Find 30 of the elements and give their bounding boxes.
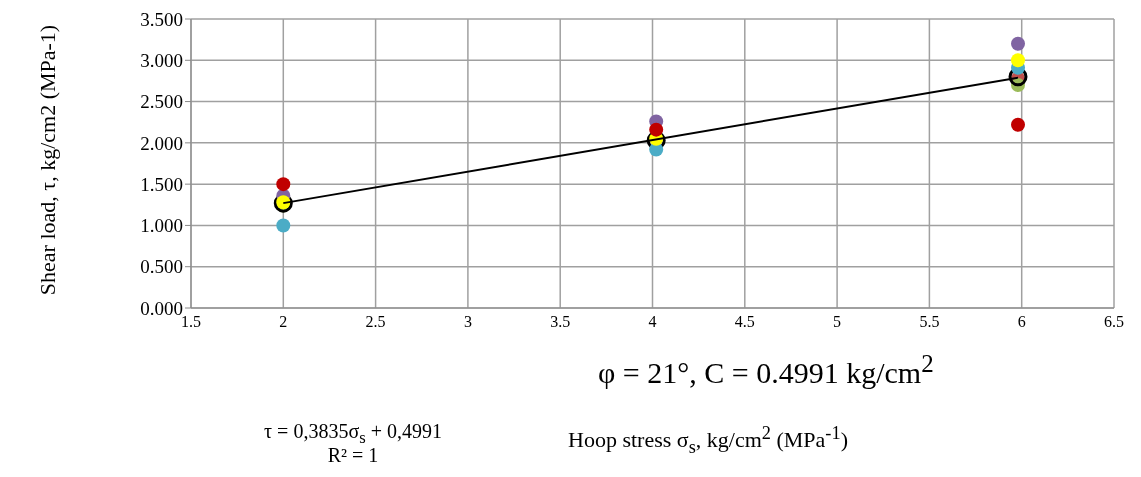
x-tick-label: 1.5 — [181, 313, 201, 331]
point — [649, 122, 664, 137]
text: φ = 21°, C = 0.4991 kg/cm$^{2}$ — [598, 350, 934, 390]
x-tick-label: 4 — [648, 313, 657, 331]
x-tick-label: 5.5 — [919, 313, 940, 331]
y-tick-label: 1.500 — [140, 173, 183, 195]
x-tick-label: 3 — [463, 313, 472, 331]
y-tick-label: 3.500 — [140, 8, 183, 30]
y-tick-label: 2.000 — [140, 132, 183, 154]
y-tick-label: 0.500 — [140, 256, 183, 278]
x-tick-label: 2.5 — [365, 313, 386, 331]
text: τ = 0,3835σ$_{s}$ + 0,4991 — [264, 420, 442, 447]
y-axis-title: Shear load, τ, kg/cm2 (MPa-1) — [35, 23, 60, 298]
x-tick-label: 3.5 — [550, 313, 571, 331]
x-tick-label: 5 — [833, 313, 842, 331]
y-tick-label: 1.000 — [140, 215, 183, 237]
x-tick-label: 2 — [279, 313, 288, 331]
y-tick-label: 0.000 — [140, 297, 183, 319]
text: R² = 1 — [326, 444, 380, 467]
y-tick-label: 2.500 — [140, 91, 183, 113]
point — [276, 218, 291, 233]
y-tick-label: 3.000 — [140, 50, 183, 72]
x-axis-title: Hoop stress σ$_{s}$, kg/cm$^{2}$ (MPa$^{-1}$) — [568, 423, 848, 458]
point — [276, 177, 291, 192]
point — [1011, 53, 1026, 68]
x-tick-label: 6 — [1017, 313, 1026, 331]
point — [1011, 36, 1026, 51]
x-tick-label: 4.5 — [734, 313, 755, 331]
x-tick-label: 6.5 — [1104, 313, 1124, 331]
point — [1011, 117, 1026, 132]
